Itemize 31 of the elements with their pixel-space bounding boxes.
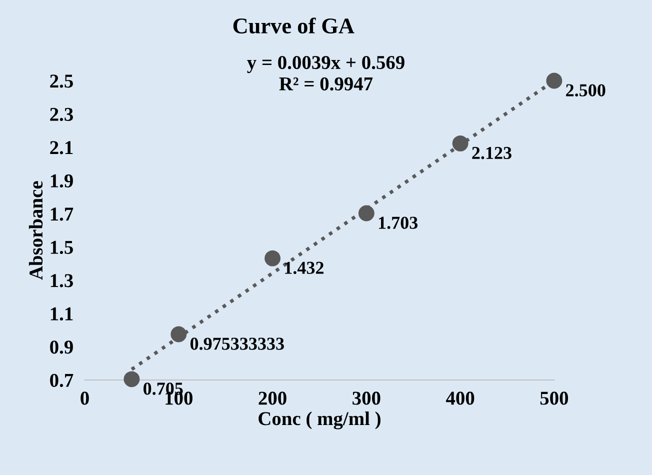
x-tick-label: 200 bbox=[258, 392, 286, 405]
point bbox=[124, 371, 140, 388]
y-tick-label: 0.7 bbox=[50, 374, 74, 388]
data-label: 1.432 bbox=[285, 262, 324, 274]
point bbox=[358, 205, 374, 222]
text: y = 0.0039x + 0.569 bbox=[247, 56, 404, 74]
y-tick-label: 1.5 bbox=[50, 240, 73, 254]
x-axis-title: Conc ( mg/ml ) bbox=[258, 412, 380, 430]
point bbox=[170, 326, 187, 342]
data-label: 1.703 bbox=[378, 216, 418, 229]
y-tick-label: 1.9 bbox=[50, 174, 73, 188]
annotation: R² = 0.9947 bbox=[279, 77, 373, 91]
y-tick-label: 2.5 bbox=[50, 74, 73, 88]
point bbox=[264, 250, 281, 266]
point bbox=[452, 135, 468, 152]
point bbox=[546, 72, 562, 89]
x-tick-label: 400 bbox=[446, 392, 474, 405]
x-tick-label: 0 bbox=[80, 392, 89, 405]
y-axis-title: Absorbance bbox=[28, 181, 43, 280]
y-tick-label: 0.9 bbox=[50, 340, 73, 354]
data-label: 2.123 bbox=[472, 146, 512, 160]
y-tick-label: 2.3 bbox=[50, 108, 73, 122]
y-tick-label: 2.1 bbox=[50, 141, 73, 154]
y-tick-label: 1.1 bbox=[50, 307, 73, 321]
y-tick-label: 1.7 bbox=[50, 208, 74, 221]
data-label: 0.975333333 bbox=[190, 338, 284, 350]
y-tick-label: 1.3 bbox=[50, 274, 73, 288]
chart-title: Curve of GA bbox=[233, 18, 354, 34]
x-tick-label: 500 bbox=[540, 392, 568, 405]
x-tick-label: 300 bbox=[352, 392, 380, 405]
data-label: 2.500 bbox=[566, 84, 606, 96]
